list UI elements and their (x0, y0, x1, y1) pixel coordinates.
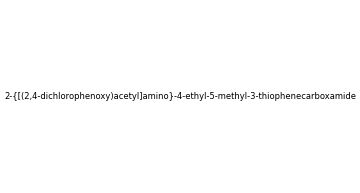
Text: 2-{[(2,4-dichlorophenoxy)acetyl]amino}-4-ethyl-5-methyl-3-thiophenecarboxamide: 2-{[(2,4-dichlorophenoxy)acetyl]amino}-4… (4, 92, 356, 101)
